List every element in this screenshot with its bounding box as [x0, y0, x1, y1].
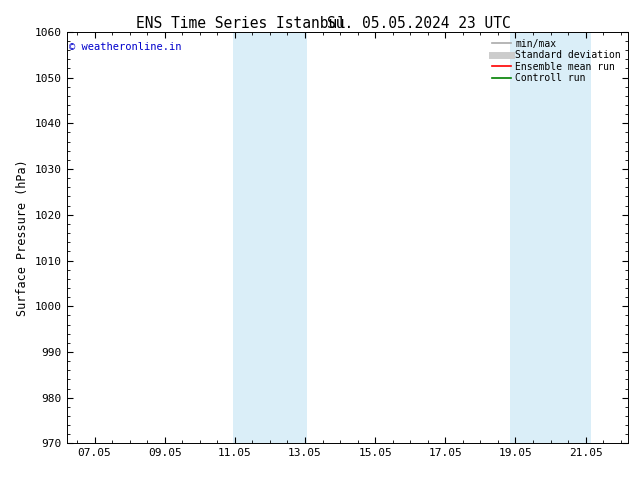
- Bar: [233, 32, 307, 443]
- Bar: [510, 32, 591, 443]
- Text: © weatheronline.in: © weatheronline.in: [69, 42, 182, 52]
- Text: ENS Time Series Istanbul: ENS Time Series Istanbul: [136, 16, 346, 31]
- Text: Su. 05.05.2024 23 UTC: Su. 05.05.2024 23 UTC: [327, 16, 510, 31]
- Y-axis label: Surface Pressure (hPa): Surface Pressure (hPa): [16, 159, 29, 316]
- Legend: min/max, Standard deviation, Ensemble mean run, Controll run: min/max, Standard deviation, Ensemble me…: [490, 37, 623, 85]
